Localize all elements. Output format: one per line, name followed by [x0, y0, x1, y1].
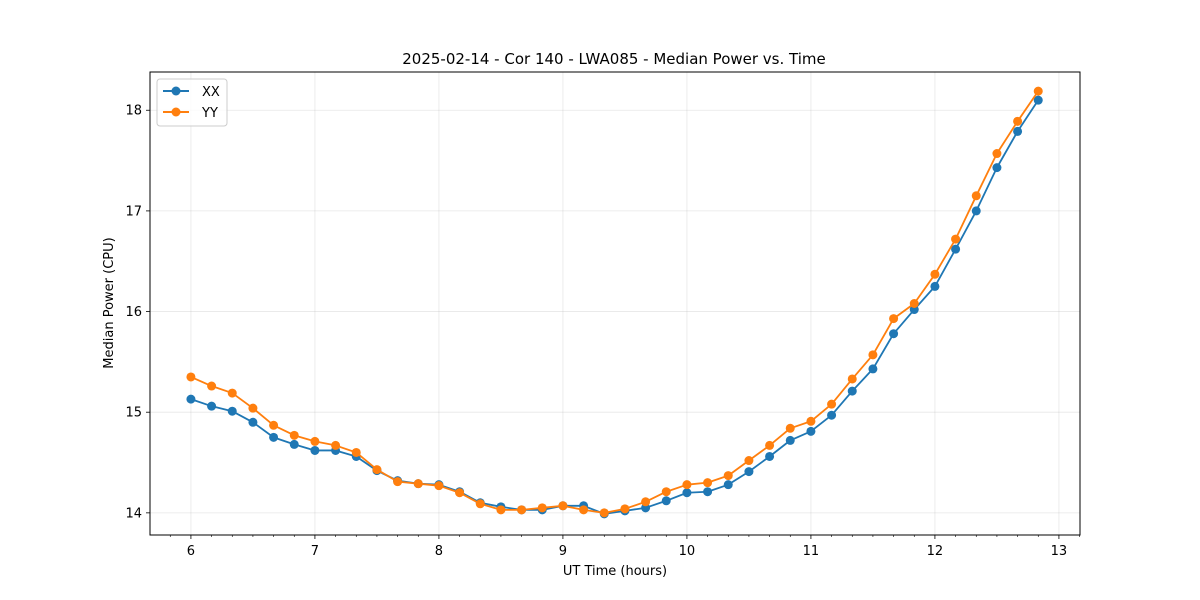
data-point-yy	[186, 372, 196, 382]
data-point-yy	[434, 481, 444, 491]
data-point-yy	[930, 269, 940, 279]
data-point-yy	[889, 314, 899, 324]
x-tick-label: 9	[559, 544, 567, 559]
data-point-yy	[558, 501, 568, 511]
data-point-yy	[248, 403, 258, 413]
data-point-xx	[785, 435, 795, 445]
y-tick-label: 17	[125, 204, 142, 219]
data-point-xx	[723, 480, 733, 490]
data-point-yy	[682, 480, 692, 490]
data-point-xx	[806, 426, 816, 436]
data-point-xx	[1033, 95, 1043, 105]
data-point-xx	[207, 401, 217, 411]
chart-title: 2025-02-14 - Cor 140 - LWA085 - Median P…	[402, 50, 826, 68]
x-tick-label: 12	[927, 544, 944, 559]
y-tick-label: 18	[125, 104, 142, 119]
data-point-yy	[310, 436, 320, 446]
data-point-xx	[971, 206, 981, 216]
data-point-yy	[661, 487, 671, 497]
grid	[150, 72, 1080, 535]
plot-frame	[149, 71, 1081, 536]
data-point-xx	[889, 329, 899, 339]
data-point-xx	[703, 487, 713, 497]
x-tick-label: 13	[1051, 544, 1068, 559]
data-point-xx	[289, 439, 299, 449]
data-point-yy	[827, 399, 837, 409]
data-point-xx	[744, 467, 754, 477]
x-tick-label: 7	[311, 544, 319, 559]
data-point-yy	[765, 440, 775, 450]
data-point-xx	[847, 386, 857, 396]
y-tick-label: 15	[125, 406, 142, 421]
y-tick-label: 14	[125, 506, 142, 521]
data-point-yy	[207, 381, 217, 391]
data-point-yy	[517, 505, 527, 515]
data-point-xx	[248, 417, 258, 427]
legend-label-yy: YY	[201, 106, 218, 121]
x-tick-label: 6	[187, 544, 195, 559]
data-point-yy	[496, 505, 506, 515]
data-point-xx	[951, 244, 961, 254]
x-tick-label: 11	[803, 544, 820, 559]
y-axis-label: Median Power (CPU)	[102, 237, 117, 368]
data-point-xx	[682, 488, 692, 498]
series-group	[186, 86, 1043, 519]
data-point-yy	[806, 416, 816, 426]
data-point-yy	[951, 234, 961, 244]
data-point-yy	[351, 447, 361, 457]
data-point-yy	[372, 465, 382, 475]
x-tick-label: 8	[435, 544, 443, 559]
data-point-xx	[186, 394, 196, 404]
x-minor-ticks	[169, 535, 1080, 537]
legend-marker-xx	[171, 86, 181, 96]
data-point-yy	[227, 388, 237, 398]
data-point-xx	[765, 451, 775, 461]
data-point-yy	[289, 430, 299, 440]
data-point-xx	[930, 281, 940, 291]
data-point-yy	[413, 479, 423, 489]
data-point-xx	[827, 410, 837, 420]
legend-marker-yy	[171, 107, 181, 117]
data-point-yy	[723, 471, 733, 481]
data-point-yy	[537, 503, 547, 513]
data-point-yy	[847, 374, 857, 384]
data-point-yy	[455, 488, 465, 498]
data-point-yy	[703, 478, 713, 488]
series-yy	[186, 86, 1043, 518]
data-point-yy	[909, 299, 919, 308]
data-point-xx	[310, 445, 320, 455]
data-point-xx	[868, 364, 878, 374]
legend-label-xx: XX	[202, 85, 220, 100]
data-point-yy	[599, 508, 609, 518]
ticks: 6 7 8 9 10 11 12 13 14 15 16 17 18	[125, 104, 1067, 559]
data-point-xx	[992, 163, 1002, 173]
data-point-yy	[475, 499, 485, 509]
data-point-xx	[269, 432, 279, 442]
data-point-yy	[1013, 116, 1023, 126]
data-point-xx	[227, 406, 237, 416]
data-point-yy	[744, 456, 754, 466]
legend: XX YY	[156, 78, 228, 127]
data-point-xx	[661, 496, 671, 506]
data-point-yy	[393, 477, 403, 487]
data-point-yy	[331, 440, 341, 450]
data-point-yy	[579, 505, 589, 515]
y-tick-label: 16	[125, 305, 142, 320]
x-axis-label: UT Time (hours)	[563, 564, 667, 579]
data-point-yy	[269, 420, 279, 430]
data-point-yy	[992, 149, 1002, 159]
data-point-yy	[785, 423, 795, 433]
data-point-yy	[620, 504, 630, 514]
x-tick-label: 10	[679, 544, 696, 559]
data-point-xx	[1013, 126, 1023, 136]
data-point-yy	[971, 191, 981, 201]
data-point-yy	[641, 497, 651, 507]
data-point-yy	[1033, 86, 1043, 96]
data-point-yy	[868, 350, 878, 360]
